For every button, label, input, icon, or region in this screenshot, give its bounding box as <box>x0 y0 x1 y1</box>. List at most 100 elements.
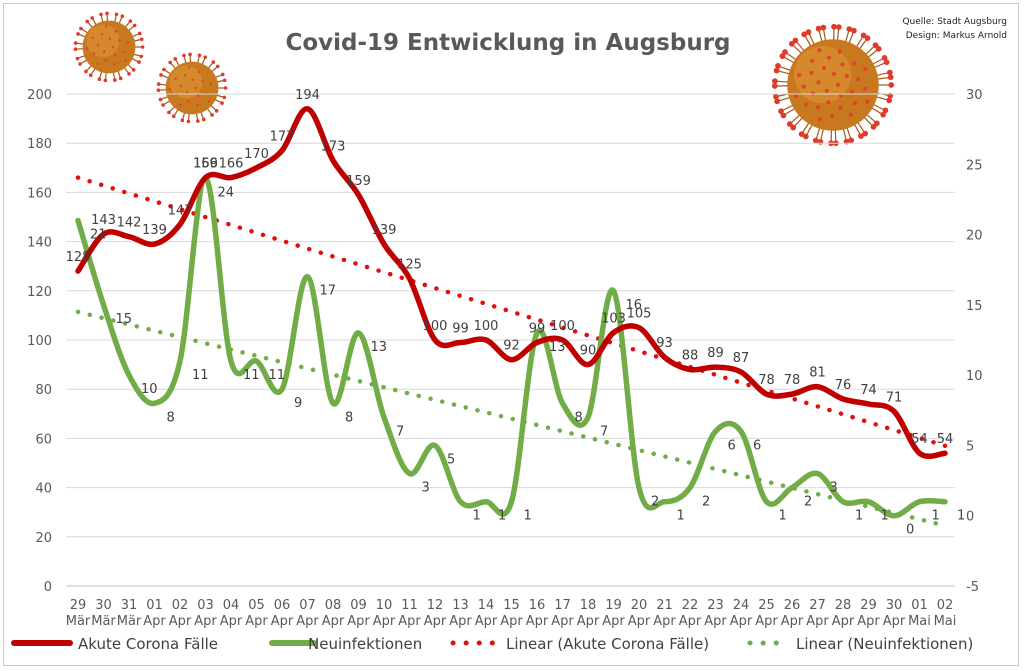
y-left-tick-label: 80 <box>35 383 52 398</box>
axis-tick-labels: 020406080100120140160180200-505101520253… <box>27 88 982 629</box>
data-label-akute: 76 <box>835 378 852 393</box>
x-tick-label: 21 Apr <box>653 598 676 629</box>
data-label-akute: 54 <box>937 432 954 447</box>
x-tick-label: 27 Apr <box>806 598 829 629</box>
legend-item: Akute Corona Fälle <box>11 635 218 653</box>
data-label-akute: 93 <box>656 336 673 351</box>
y-right-tick-label: 10 <box>966 369 983 384</box>
y-left-tick-label: 60 <box>35 432 52 447</box>
data-label-neuinfektionen: 7 <box>396 424 404 439</box>
x-tick-label: 01 Apr <box>143 598 166 629</box>
x-tick-label: 15 Apr <box>500 598 523 629</box>
y-left-tick-label: 160 <box>27 186 52 201</box>
data-label-akute: 71 <box>886 390 903 405</box>
y-left-tick-label: 0 <box>44 580 52 595</box>
x-tick-label: 01 Mai <box>908 598 931 629</box>
data-label-neuinfektionen: 8 <box>345 410 353 425</box>
data-label-neuinfektionen: 11 <box>243 368 260 383</box>
data-label-akute: 147 <box>168 203 193 218</box>
legend-item: Linear (Akute Corona Fälle) <box>450 635 709 653</box>
y-left-tick-label: 100 <box>27 334 52 349</box>
data-label-neuinfektionen: 11 <box>269 368 286 383</box>
data-label-neuinfektionen: 8 <box>575 410 583 425</box>
data-label-akute: 87 <box>733 351 750 366</box>
data-label-neuinfektionen: 24 <box>218 185 235 200</box>
series-lines <box>75 106 948 519</box>
data-label-neuinfektionen: 2 <box>651 495 659 510</box>
y-left-tick-label: 120 <box>27 285 52 300</box>
x-tick-label: 26 Apr <box>781 598 804 629</box>
x-tick-label: 08 Apr <box>322 598 345 629</box>
data-label-neuinfektionen: 1 <box>677 509 685 524</box>
y-right-tick-label: 25 <box>966 158 983 173</box>
data-label-neuinfektionen: 15 <box>116 312 133 327</box>
y-right-tick-label: 20 <box>966 229 983 244</box>
x-tick-label: 03 Apr <box>194 598 217 629</box>
data-label-akute: 100 <box>423 319 448 334</box>
x-tick-label: 25 Apr <box>755 598 778 629</box>
y-right-tick-label: -5 <box>966 580 979 595</box>
gridlines <box>66 93 955 587</box>
data-label-akute: 90 <box>580 344 597 359</box>
trendline-neuinfektionen <box>75 309 948 528</box>
x-tick-label: 23 Apr <box>704 598 727 629</box>
virus-icon <box>771 23 895 147</box>
x-tick-label: 18 Apr <box>577 598 600 629</box>
data-label-akute: 100 <box>550 319 575 334</box>
x-tick-label: 29 Mär <box>66 598 91 629</box>
data-label-neuinfektionen: 3 <box>830 481 838 496</box>
data-label-neuinfektionen: 17 <box>320 284 337 299</box>
data-label-akute: 99 <box>452 321 469 336</box>
chart-frame <box>3 3 1019 666</box>
x-tick-label: 11 Apr <box>398 598 421 629</box>
legend-label: Linear (Akute Corona Fälle) <box>506 635 709 653</box>
trendline-akute <box>75 175 948 449</box>
data-label-akute: 103 <box>601 312 626 327</box>
y-right-tick-label: 5 <box>966 439 974 454</box>
data-label-akute: 159 <box>346 174 371 189</box>
x-tick-label: 05 Apr <box>245 598 268 629</box>
data-label-neuinfektionen: 5 <box>447 452 455 467</box>
data-label-neuinfektionen: 1 <box>779 509 787 524</box>
x-tick-label: 14 Apr <box>475 598 498 629</box>
y-right-tick-label: 0 <box>966 510 974 525</box>
data-label-neuinfektionen: 13 <box>549 340 566 355</box>
data-label-neuinfektionen: 13 <box>371 340 388 355</box>
source-line-2: Design: Markus Arnold <box>906 31 1007 41</box>
data-label-akute: 143 <box>91 213 116 228</box>
data-label-neuinfektionen: 0 <box>906 523 914 538</box>
legend-item: Neuinfektionen <box>269 635 422 653</box>
x-tick-label: 04 Apr <box>220 598 243 629</box>
data-label-neuinfektionen: 11 <box>192 368 209 383</box>
data-label-akute: 81 <box>809 366 826 381</box>
data-label-neuinfektionen: 1 <box>473 509 481 524</box>
data-label-neuinfektionen: 6 <box>728 438 736 453</box>
x-tick-label: 24 Apr <box>730 598 753 629</box>
x-tick-label: 16 Apr <box>526 598 549 629</box>
legend: Akute Corona Fälle Neuinfektionen Linear (… <box>11 635 973 653</box>
data-label-neuinfektionen: 1 <box>881 509 889 524</box>
data-label-neuinfektionen: 1 <box>932 509 940 524</box>
data-label-akute: 100 <box>474 319 499 334</box>
data-label-akute: 78 <box>784 373 801 388</box>
x-tick-label: 22 Apr <box>679 598 702 629</box>
trendlines <box>75 175 948 528</box>
data-label-neuinfektionen: 8 <box>167 410 175 425</box>
data-label-neuinfektionen: 1 <box>957 509 965 524</box>
x-tick-label: 28 Apr <box>832 598 855 629</box>
x-tick-label: 09 Apr <box>347 598 370 629</box>
y-right-tick-label: 30 <box>966 88 983 103</box>
data-label-akute: 74 <box>860 383 877 398</box>
data-label-neuinfektionen: 1 <box>855 509 863 524</box>
x-tick-label: 12 Apr <box>424 598 447 629</box>
data-label-neuinfektionen: 2 <box>702 495 710 510</box>
data-label-akute: 142 <box>117 216 142 231</box>
data-label-akute: 78 <box>758 373 775 388</box>
data-label-neuinfektionen: 1 <box>524 509 532 524</box>
legend-label: Akute Corona Fälle <box>78 635 218 653</box>
data-label-akute: 173 <box>321 139 346 154</box>
x-tick-label: 19 Apr <box>602 598 625 629</box>
data-label-akute: 139 <box>372 223 397 238</box>
